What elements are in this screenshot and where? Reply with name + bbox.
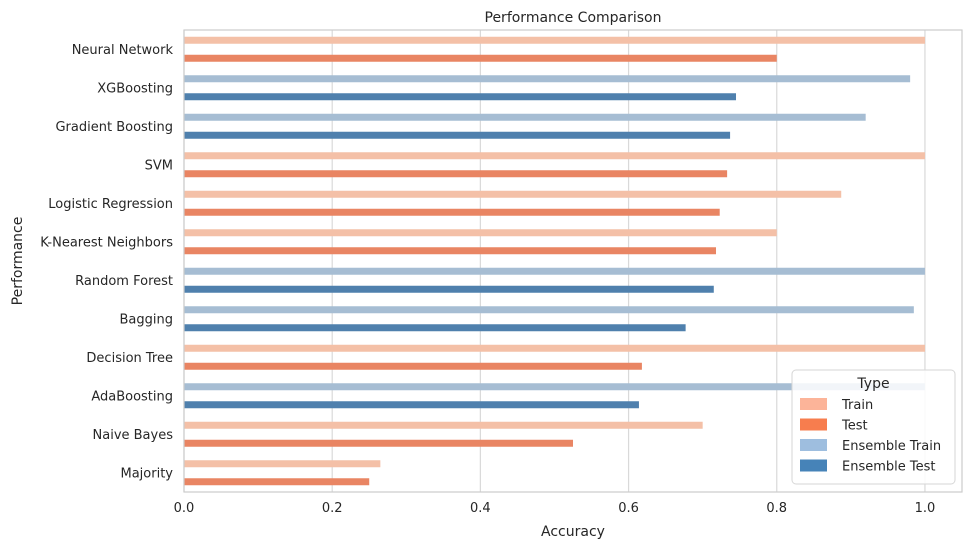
bar-train bbox=[184, 421, 703, 429]
bar-test bbox=[184, 439, 573, 447]
y-tick-label: Logistic Regression bbox=[48, 197, 173, 212]
y-tick-label: Neural Network bbox=[72, 43, 174, 58]
x-tick-label: 0.2 bbox=[322, 501, 343, 516]
plot-frame bbox=[183, 29, 963, 493]
y-tick-label: Naive Bayes bbox=[93, 428, 174, 443]
bar-test bbox=[184, 478, 370, 486]
bar-train bbox=[184, 460, 381, 468]
legend-label: Train bbox=[841, 398, 873, 413]
bar-train bbox=[184, 383, 925, 391]
y-tick-label: Majority bbox=[121, 466, 174, 481]
bar-train bbox=[184, 229, 777, 237]
x-tick-label: 0.0 bbox=[174, 501, 195, 516]
legend-box bbox=[791, 369, 956, 485]
bar-train bbox=[184, 113, 866, 121]
bar-train bbox=[184, 36, 925, 44]
y-tick-label: Gradient Boosting bbox=[55, 120, 173, 135]
bar-train bbox=[184, 344, 925, 352]
x-tick-labels: 0.0 0.2 0.4 0.6 0.8 1.0 bbox=[174, 501, 936, 516]
bar-test bbox=[184, 285, 714, 293]
bar-train bbox=[184, 306, 914, 314]
legend-label: Ensemble Test bbox=[842, 460, 935, 475]
bar-test bbox=[184, 362, 642, 370]
bar-train bbox=[184, 152, 925, 160]
legend-swatch bbox=[800, 398, 827, 410]
bars bbox=[184, 36, 925, 486]
bar-train bbox=[184, 75, 911, 83]
y-tick-labels: Neural Network XGBoosting Gradient Boostin… bbox=[40, 43, 173, 482]
legend-label: Ensemble Train bbox=[842, 439, 941, 454]
chart-title: Performance Comparison bbox=[485, 10, 662, 26]
legend-swatch bbox=[800, 439, 827, 451]
legend-title: Type bbox=[856, 376, 889, 392]
bar-test bbox=[184, 93, 737, 101]
bar-test bbox=[184, 54, 777, 62]
x-tick-label: 1.0 bbox=[915, 501, 936, 516]
y-tick-label: Decision Tree bbox=[86, 351, 173, 366]
bar-train bbox=[184, 190, 842, 198]
bar-test bbox=[184, 208, 720, 216]
bar-train bbox=[184, 267, 925, 275]
legend-swatch bbox=[800, 459, 827, 472]
legend-swatch bbox=[800, 418, 827, 431]
bar-test bbox=[184, 324, 686, 332]
y-tick-label: Bagging bbox=[120, 312, 174, 327]
legend: Type Train Test Ensemble Train Ensemble Tes… bbox=[791, 369, 956, 485]
x-tick-label: 0.8 bbox=[766, 501, 787, 516]
bar-test bbox=[184, 170, 728, 178]
bar-test bbox=[184, 131, 731, 139]
bar-test bbox=[184, 401, 639, 409]
y-tick-label: SVM bbox=[145, 158, 173, 173]
y-tick-label: AdaBoosting bbox=[91, 389, 173, 404]
y-tick-label: XGBoosting bbox=[97, 81, 173, 96]
bar-test bbox=[184, 247, 717, 255]
y-tick-label: Random Forest bbox=[75, 274, 173, 289]
x-tick-label: 0.4 bbox=[470, 501, 491, 516]
x-axis-label: Accuracy bbox=[541, 524, 605, 540]
x-tick-label: 0.6 bbox=[618, 501, 639, 516]
legend-label: Test bbox=[841, 419, 868, 434]
y-tick-label: K-Nearest Neighbors bbox=[40, 235, 173, 250]
y-axis-label: Performance bbox=[10, 217, 26, 306]
